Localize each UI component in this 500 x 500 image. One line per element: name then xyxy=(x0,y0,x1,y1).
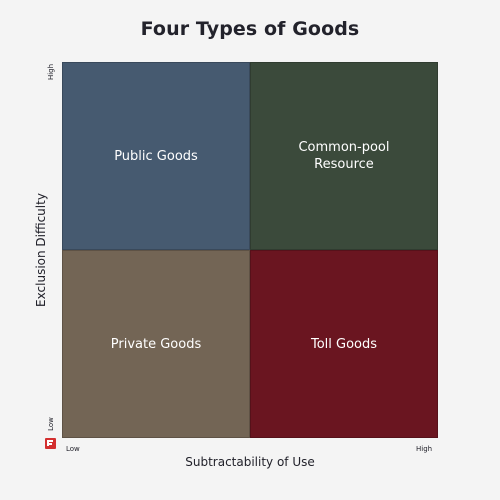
quadrant-matrix: Public Goods Common-pool Resource Privat… xyxy=(62,62,438,438)
brand-logo-icon xyxy=(45,438,56,449)
y-axis-low-tick: Low xyxy=(47,417,55,431)
quadrant-private-goods: Private Goods xyxy=(62,250,250,438)
quadrant-common-pool-resource: Common-pool Resource xyxy=(250,62,438,250)
x-axis-high-tick: High xyxy=(416,445,433,453)
quadrant-label: Public Goods xyxy=(114,148,198,164)
quadrant-label: Private Goods xyxy=(110,336,202,352)
quadrant-public-goods: Public Goods xyxy=(62,62,250,250)
quadrant-toll-goods: Toll Goods xyxy=(250,250,438,438)
quadrant-label: Common-pool Resource xyxy=(298,140,390,172)
x-axis-label: Subtractability of Use xyxy=(185,455,315,469)
y-axis-label: Exclusion Difficulty xyxy=(34,193,48,307)
quadrant-label: Toll Goods xyxy=(310,336,378,352)
diagram-title: Four Types of Goods xyxy=(140,18,360,40)
x-axis-low-tick: Low xyxy=(66,445,80,453)
y-axis-high-tick: High xyxy=(47,63,55,81)
